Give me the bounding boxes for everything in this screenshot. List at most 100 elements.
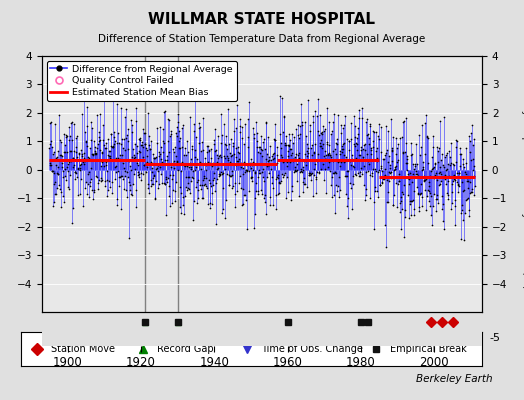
Point [254, 190, 263, 197]
Point [235, 150, 244, 156]
Point [101, 177, 109, 184]
Point [211, 188, 219, 195]
Point [356, 164, 365, 171]
Point [231, 204, 239, 210]
Point [346, 158, 354, 164]
Point [227, 136, 235, 142]
Point [260, 195, 268, 201]
Point [263, 174, 271, 180]
Point [147, 159, 155, 166]
Point [172, 123, 181, 130]
Point [324, 150, 332, 157]
Point [355, 115, 364, 121]
Point [283, 152, 292, 159]
Point [397, 189, 406, 196]
Point [93, 112, 101, 118]
Point [115, 174, 123, 180]
Point [438, 193, 446, 199]
Point [322, 190, 331, 196]
Point [275, 180, 283, 187]
Point [141, 160, 150, 167]
Point [453, 179, 461, 185]
Point [452, 137, 460, 143]
Point [237, 134, 246, 141]
Point [74, 166, 82, 172]
Point [112, 162, 120, 169]
Point [107, 131, 116, 138]
Point [81, 185, 89, 191]
Point [118, 176, 127, 182]
Point [280, 172, 288, 178]
Point [334, 112, 342, 118]
Point [198, 182, 206, 188]
Point [468, 188, 476, 195]
Point [63, 168, 72, 175]
Point [110, 134, 118, 140]
Point [115, 174, 124, 181]
Point [135, 173, 144, 180]
Point [167, 164, 175, 170]
Point [99, 150, 107, 156]
Point [376, 182, 384, 188]
Point [294, 150, 303, 156]
Point [196, 148, 205, 154]
Point [294, 192, 303, 199]
Point [70, 169, 79, 176]
Point [141, 129, 149, 136]
Point [346, 185, 355, 191]
Point [264, 134, 272, 141]
Point [258, 153, 266, 160]
Point [286, 146, 294, 152]
Point [331, 181, 340, 188]
Point [148, 181, 156, 187]
Point [378, 178, 387, 185]
Point [373, 145, 381, 152]
Point [173, 132, 181, 139]
Point [355, 106, 363, 113]
Point [422, 111, 431, 118]
Point [161, 108, 169, 114]
Point [186, 113, 194, 120]
Point [400, 118, 409, 125]
Point [340, 159, 348, 165]
Point [78, 152, 86, 159]
Point [202, 175, 211, 181]
Point [466, 148, 475, 155]
Point [185, 186, 193, 192]
Point [466, 190, 474, 196]
Point [220, 160, 228, 167]
Point [282, 142, 290, 148]
Point [334, 182, 343, 189]
Point [431, 196, 440, 202]
Point [375, 182, 384, 188]
Point [188, 174, 196, 180]
Point [321, 156, 330, 162]
Point [450, 175, 458, 182]
Point [357, 170, 366, 177]
Point [100, 91, 108, 97]
Point [392, 180, 400, 186]
Point [305, 172, 313, 178]
Point [190, 167, 199, 173]
Point [318, 137, 326, 143]
Point [450, 222, 458, 228]
Point [247, 162, 256, 168]
Point [417, 181, 425, 187]
Point [70, 162, 78, 168]
Point [199, 147, 208, 154]
Point [303, 184, 311, 190]
Point [406, 140, 414, 146]
Point [382, 123, 390, 130]
Point [425, 189, 434, 196]
Point [370, 165, 379, 172]
Point [440, 174, 449, 180]
Point [254, 188, 262, 194]
Point [423, 133, 432, 140]
Point [296, 131, 304, 137]
Text: -5: -5 [490, 333, 501, 343]
Point [270, 150, 278, 156]
Point [126, 163, 134, 169]
Point [173, 159, 182, 166]
Point [187, 164, 195, 170]
Point [103, 193, 111, 200]
